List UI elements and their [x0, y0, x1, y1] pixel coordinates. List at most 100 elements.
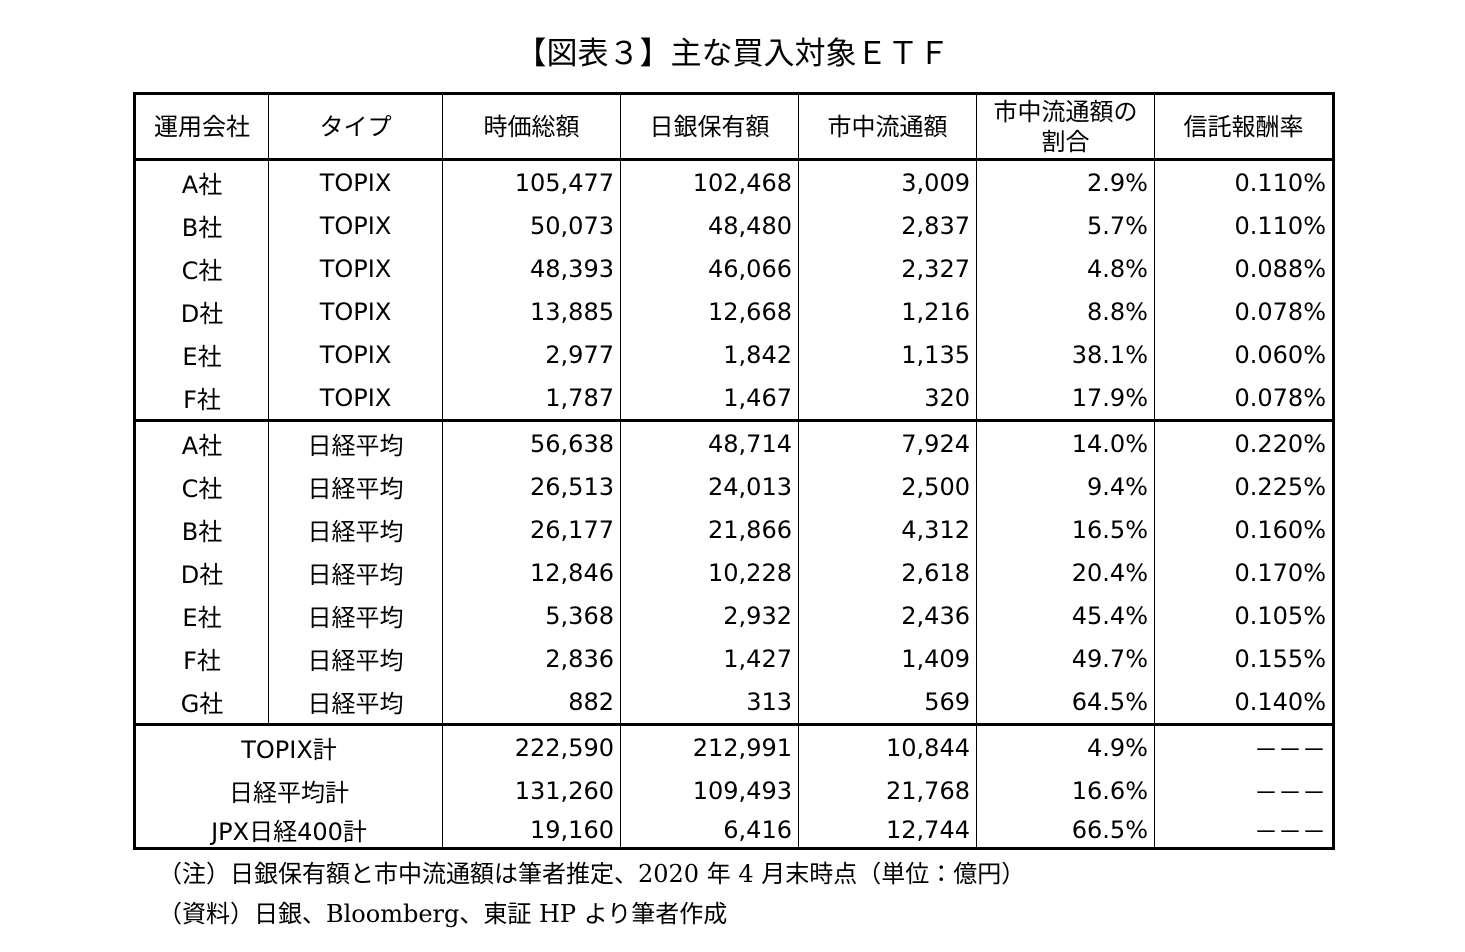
cell: 14.0% — [976, 419, 1155, 465]
cell: 1,135 — [798, 333, 977, 376]
cell: 2,436 — [798, 594, 977, 637]
data-row: A社 日経平均 56,638 48,714 7,924 14.0% 0.220% — [134, 419, 1334, 465]
data-row: C社 日経平均 26,513 24,013 2,500 9.4% 0.225% — [134, 465, 1334, 508]
cell: 0.060% — [1154, 333, 1334, 376]
cell: 9.4% — [976, 465, 1155, 508]
data-row: E社 日経平均 5,368 2,932 2,436 45.4% 0.105% — [134, 594, 1334, 637]
cell: TOPIX計 — [134, 723, 443, 769]
cell: 4.8% — [976, 247, 1155, 290]
cell: 66.5% — [976, 812, 1155, 849]
cell: TOPIX — [268, 290, 443, 333]
cell: 1,787 — [442, 376, 621, 421]
cell: 0.105% — [1154, 594, 1334, 637]
cell: TOPIX — [268, 159, 443, 204]
cell: 64.5% — [976, 680, 1155, 725]
data-row: D社 日経平均 12,846 10,228 2,618 20.4% 0.170% — [134, 551, 1334, 594]
source: （資料）日銀、Bloomberg、東証 HP より筆者作成 — [158, 900, 728, 928]
cell: 48,393 — [442, 247, 621, 290]
cell: 日経平均 — [268, 551, 443, 594]
header-cell: タイプ — [268, 93, 443, 161]
cell: TOPIX — [268, 333, 443, 376]
cell: 46,066 — [620, 247, 799, 290]
cell: 49.7% — [976, 637, 1155, 680]
cell: 2,836 — [442, 637, 621, 680]
cell: 2,977 — [442, 333, 621, 376]
cell: 0.220% — [1154, 419, 1334, 465]
cell: 日経平均計 — [134, 769, 443, 812]
cell: 5.7% — [976, 204, 1155, 247]
total-row: TOPIX計 222,590 212,991 10,844 4.9% －－－ — [134, 723, 1334, 769]
cell: C社 — [134, 247, 269, 290]
data-row: A社 TOPIX 105,477 102,468 3,009 2.9% 0.110% — [134, 159, 1334, 204]
cell: 2.9% — [976, 159, 1155, 204]
cell: E社 — [134, 333, 269, 376]
cell: 10,228 — [620, 551, 799, 594]
cell: 日経平均 — [268, 465, 443, 508]
cell: 56,638 — [442, 419, 621, 465]
cell: 7,924 — [798, 419, 977, 465]
cell: 日経平均 — [268, 508, 443, 551]
cell: 50,073 — [442, 204, 621, 247]
cell: 26,177 — [442, 508, 621, 551]
cell: 1,427 — [620, 637, 799, 680]
cell: B社 — [134, 508, 269, 551]
cell: D社 — [134, 290, 269, 333]
cell: 0.078% — [1154, 376, 1334, 421]
cell: 212,991 — [620, 723, 799, 769]
data-row: F社 TOPIX 1,787 1,467 320 17.9% 0.078% — [134, 376, 1334, 421]
cell: 2,932 — [620, 594, 799, 637]
title: 【図表３】主な買入対象ＥＴＦ — [515, 36, 950, 72]
cell: 0.170% — [1154, 551, 1334, 594]
cell: 0.088% — [1154, 247, 1334, 290]
cell: 38.1% — [976, 333, 1155, 376]
cell: C社 — [134, 465, 269, 508]
cell: 19,160 — [442, 812, 621, 849]
cell: F社 — [134, 376, 269, 421]
cell: 17.9% — [976, 376, 1155, 421]
cell: 16.5% — [976, 508, 1155, 551]
header-cell: 市中流通額 — [798, 93, 977, 161]
cell: 5,368 — [442, 594, 621, 637]
cell: D社 — [134, 551, 269, 594]
cell: 4,312 — [798, 508, 977, 551]
cell: 13,885 — [442, 290, 621, 333]
cell: 1,409 — [798, 637, 977, 680]
header-cell: 市中流通額の割合 — [976, 93, 1155, 161]
cell: 2,327 — [798, 247, 977, 290]
cell: F社 — [134, 637, 269, 680]
cell: B社 — [134, 204, 269, 247]
total-row: 日経平均計 131,260 109,493 21,768 16.6% －－－ — [134, 769, 1334, 812]
cell: 0.225% — [1154, 465, 1334, 508]
cell: 569 — [798, 680, 977, 725]
cell: 48,480 — [620, 204, 799, 247]
total-row: JPX日経400計 19,160 6,416 12,744 66.5% －－－ — [134, 812, 1334, 849]
table-body: A社 TOPIX 105,477 102,468 3,009 2.9% 0.110% B社 TO… — [134, 159, 1334, 849]
cell: 21,866 — [620, 508, 799, 551]
cell: 日経平均 — [268, 419, 443, 465]
cell: 2,500 — [798, 465, 977, 508]
cell: 2,618 — [798, 551, 977, 594]
data-row: E社 TOPIX 2,977 1,842 1,135 38.1% 0.060% — [134, 333, 1334, 376]
header-cell: 運用会社 — [134, 93, 269, 161]
cell: TOPIX — [268, 376, 443, 421]
cell: 102,468 — [620, 159, 799, 204]
cell: TOPIX — [268, 204, 443, 247]
cell: 20.4% — [976, 551, 1155, 594]
cell: 日経平均 — [268, 637, 443, 680]
cell: 24,013 — [620, 465, 799, 508]
cell: 882 — [442, 680, 621, 725]
cell: －－－ — [1154, 812, 1334, 849]
cell: A社 — [134, 419, 269, 465]
header-cell: 信託報酬率 — [1154, 93, 1334, 161]
cell: 320 — [798, 376, 977, 421]
cell: 8.8% — [976, 290, 1155, 333]
data-row: D社 TOPIX 13,885 12,668 1,216 8.8% 0.078% — [134, 290, 1334, 333]
cell: 26,513 — [442, 465, 621, 508]
data-row: B社 TOPIX 50,073 48,480 2,837 5.7% 0.110% — [134, 204, 1334, 247]
etf-table: 運用会社 タイプ 時価総額 日銀保有額 市中流通額 市中流通額の割合 信託報酬率 A社 TOP… — [133, 92, 1335, 850]
cell: 45.4% — [976, 594, 1155, 637]
cell: 109,493 — [620, 769, 799, 812]
cell: 12,744 — [798, 812, 977, 849]
cell: －－－ — [1154, 769, 1334, 812]
